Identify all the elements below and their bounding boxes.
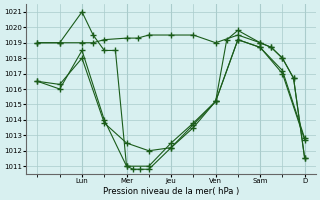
X-axis label: Pression niveau de la mer( hPa ): Pression niveau de la mer( hPa ) xyxy=(103,187,239,196)
